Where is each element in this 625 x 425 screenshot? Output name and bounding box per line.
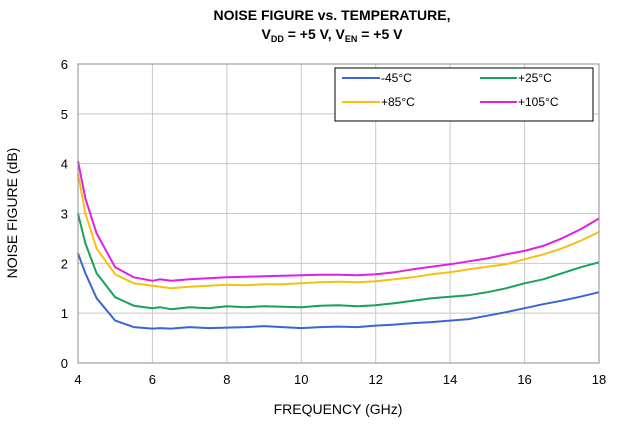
x-tick-label: 12 — [368, 372, 382, 387]
title-part: V — [262, 26, 272, 42]
chart-subtitle: VDD = +5 V, VEN = +5 V — [262, 26, 404, 44]
y-tick-label: 0 — [61, 356, 68, 371]
y-tick-labels: 0 1 2 3 4 5 6 — [61, 57, 68, 371]
x-tick-label: 8 — [223, 372, 230, 387]
x-tick-label: 4 — [74, 372, 81, 387]
legend: -45°C +25°C +85°C +105°C — [334, 67, 594, 122]
y-axis-label: NOISE FIGURE (dB) — [4, 148, 20, 279]
series-line — [77, 253, 600, 330]
title-part: EN — [345, 34, 358, 44]
title-part: DD — [271, 34, 284, 44]
y-tick-label: 5 — [61, 107, 68, 122]
axes — [77, 63, 600, 364]
series-line — [77, 173, 600, 290]
legend-label: +85°C — [381, 95, 415, 109]
x-tick-labels: 4 6 8 10 12 14 16 18 — [74, 372, 606, 387]
chart-title: NOISE FIGURE vs. TEMPERATURE, — [214, 7, 451, 23]
series-line — [77, 161, 600, 282]
x-axis-label: FREQUENCY (GHz) — [274, 401, 403, 417]
legend-label: -45°C — [381, 71, 412, 85]
x-tick-label: 16 — [517, 372, 531, 387]
title-part: = +5 V, V — [284, 26, 346, 42]
series-lines — [77, 161, 600, 330]
x-tick-label: 6 — [149, 372, 156, 387]
y-tick-label: 2 — [61, 256, 68, 271]
y-tick-label: 3 — [61, 207, 68, 222]
y-tick-label: 4 — [61, 157, 68, 172]
legend-box — [334, 67, 594, 122]
x-tick-label: 14 — [443, 372, 457, 387]
x-tick-label: 18 — [592, 372, 606, 387]
series-line — [77, 213, 600, 311]
y-tick-label: 1 — [61, 306, 68, 321]
legend-label: +105°C — [518, 95, 559, 109]
legend-label: +25°C — [518, 71, 552, 85]
x-tick-label: 10 — [294, 372, 308, 387]
y-tick-label: 6 — [61, 57, 68, 72]
title-part: = +5 V — [357, 26, 403, 42]
axes-frame — [77, 63, 600, 364]
